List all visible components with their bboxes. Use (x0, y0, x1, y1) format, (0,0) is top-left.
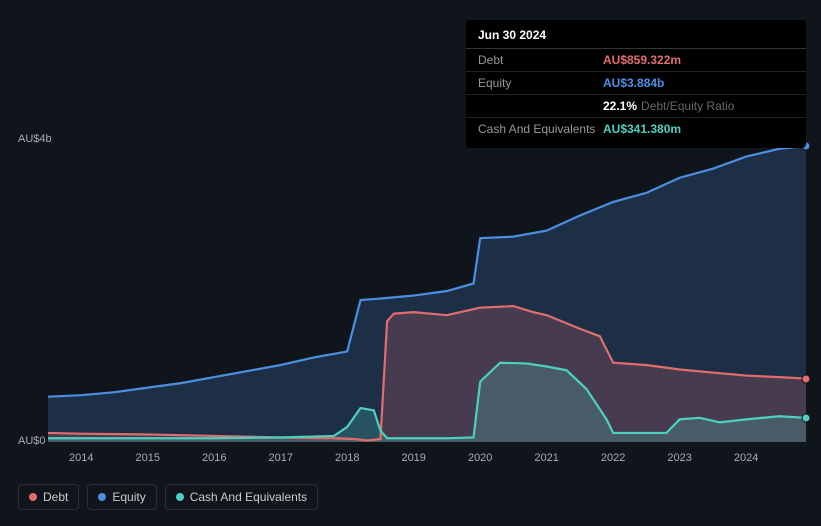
tooltip-row-value: AU$341.380m (603, 122, 681, 136)
tooltip-row-sub: Debt/Equity Ratio (641, 99, 734, 113)
legend: Debt Equity Cash And Equivalents (18, 484, 318, 510)
x-tick-label: 2020 (468, 452, 492, 464)
tooltip-row: DebtAU$859.322m (466, 49, 806, 72)
tooltip-row-label: Equity (478, 76, 603, 90)
legend-swatch-icon (176, 493, 184, 501)
chart-tooltip: Jun 30 2024 DebtAU$859.322mEquityAU$3.88… (466, 20, 806, 148)
tooltip-row-label: Debt (478, 53, 603, 67)
legend-item-cash[interactable]: Cash And Equivalents (165, 484, 318, 510)
legend-item-debt[interactable]: Debt (18, 484, 79, 510)
legend-label: Debt (43, 490, 68, 504)
x-tick-label: 2021 (534, 452, 558, 464)
legend-swatch-icon (29, 493, 37, 501)
tooltip-row-value: AU$3.884b (603, 76, 664, 90)
legend-label: Equity (112, 490, 145, 504)
legend-label: Cash And Equivalents (190, 490, 307, 504)
chart-plot (48, 140, 806, 442)
x-tick-label: 2014 (69, 452, 93, 464)
tooltip-row-value: 22.1%Debt/Equity Ratio (603, 99, 734, 113)
x-tick-label: 2018 (335, 452, 359, 464)
tooltip-row-label: Cash And Equivalents (478, 122, 603, 136)
end-marker-debt (802, 374, 811, 383)
x-tick-label: 2015 (135, 452, 159, 464)
x-tick-label: 2024 (734, 452, 758, 464)
legend-item-equity[interactable]: Equity (87, 484, 156, 510)
x-tick-label: 2019 (401, 452, 425, 464)
tooltip-row: EquityAU$3.884b (466, 72, 806, 95)
tooltip-row: Cash And EquivalentsAU$341.380m (466, 118, 806, 140)
x-tick-label: 2016 (202, 452, 226, 464)
x-tick-label: 2017 (268, 452, 292, 464)
tooltip-row-label (478, 99, 603, 113)
legend-swatch-icon (98, 493, 106, 501)
tooltip-row: 22.1%Debt/Equity Ratio (466, 95, 806, 118)
y-tick-label: AU$0 (18, 435, 46, 447)
x-tick-label: 2023 (667, 452, 691, 464)
x-tick-label: 2022 (601, 452, 625, 464)
end-marker-cash (802, 413, 811, 422)
y-tick-label: AU$4b (18, 133, 52, 145)
tooltip-row-value: AU$859.322m (603, 53, 681, 67)
tooltip-date: Jun 30 2024 (466, 28, 806, 49)
